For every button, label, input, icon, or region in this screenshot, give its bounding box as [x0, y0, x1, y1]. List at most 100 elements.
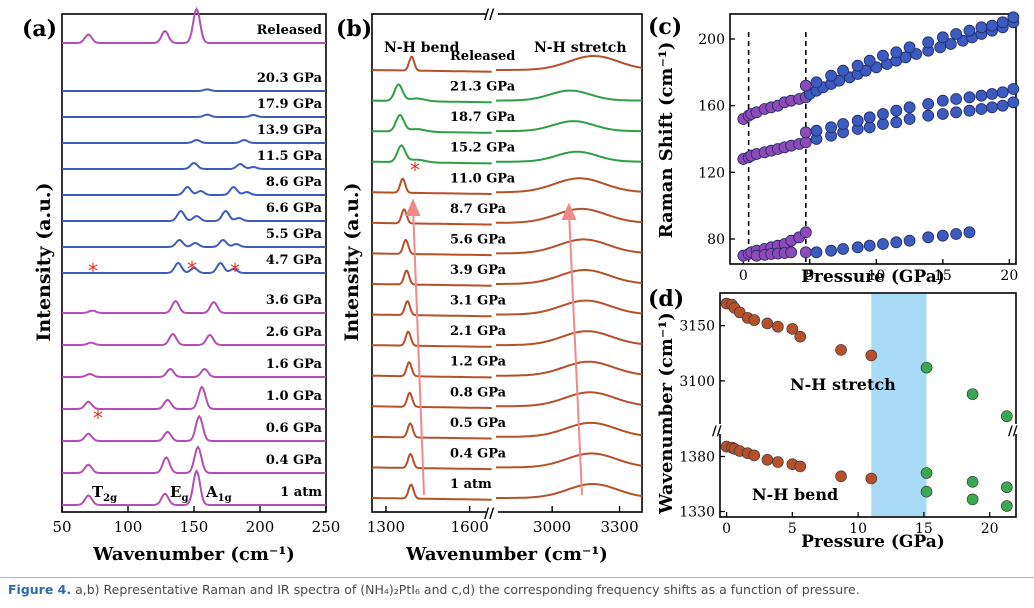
data-point — [825, 69, 837, 82]
data-point — [851, 59, 864, 72]
data-point — [1007, 96, 1020, 109]
spectrum-label: 8.7 GPa — [450, 202, 507, 217]
asterisk-marker: * — [88, 259, 98, 283]
data-point — [975, 89, 988, 102]
data-point — [966, 475, 979, 488]
panel-d-ylabel: Wavenumber (cm⁻¹) — [656, 312, 677, 515]
spectrum-label: 2.6 GPa — [266, 325, 323, 340]
panel-a-xlabel: Wavenumber (cm⁻¹) — [92, 544, 295, 565]
axis-break-icon: // — [712, 424, 722, 439]
data-point — [903, 41, 916, 54]
bend-spectrum — [372, 452, 492, 471]
data-point — [863, 121, 876, 134]
x-tick-label: 5 — [788, 521, 797, 537]
x-tick-label: 5 — [805, 268, 814, 284]
data-point — [863, 239, 876, 252]
spectrum-line — [62, 261, 326, 274]
panel-c-letter: (c) — [648, 14, 682, 40]
axis-break-icon: // — [484, 7, 495, 23]
data-point — [786, 323, 799, 335]
stretch-spectrum — [496, 89, 643, 102]
bend-spectrum — [372, 238, 492, 257]
data-point — [920, 485, 933, 498]
data-point — [920, 467, 933, 479]
data-point — [890, 236, 903, 249]
data-point — [837, 118, 849, 130]
data-point — [863, 111, 876, 124]
stretch-spectrum — [495, 299, 643, 316]
data-point — [920, 361, 933, 374]
bend-spectrum — [371, 330, 492, 348]
data-point — [851, 114, 864, 127]
x-tick-label: 200 — [246, 518, 275, 536]
x-tick-label: 15 — [934, 268, 952, 284]
data-point — [966, 493, 979, 506]
data-point — [944, 38, 957, 50]
data-point — [890, 116, 903, 129]
shift-arrows — [405, 198, 583, 496]
data-point — [799, 246, 812, 259]
data-point — [996, 16, 1009, 29]
axis-break-icon: // — [484, 506, 495, 522]
bend-spectrum — [371, 113, 492, 134]
panel-d: (d) Wavenumber (cm⁻¹) Pressure (GPa) 0 5 1… — [648, 286, 1022, 552]
bend-spectrum — [372, 361, 492, 379]
data-point — [837, 64, 849, 77]
bend-spectrum — [372, 144, 492, 165]
data-point — [1000, 410, 1013, 423]
t2g-sub: 2g — [103, 493, 117, 504]
x-tick-label: 3300 — [600, 518, 638, 536]
data-point — [748, 449, 761, 462]
data-point — [986, 19, 998, 32]
spectrum-line — [62, 238, 326, 248]
bend-spectrum — [372, 391, 492, 409]
data-point — [799, 126, 812, 139]
data-point — [966, 388, 979, 400]
asterisk-marker: * — [410, 158, 420, 182]
bend-spectrum — [372, 83, 492, 104]
data-point — [986, 88, 998, 100]
bend-spectrum — [372, 300, 492, 318]
axis-break-icon: // — [1008, 424, 1018, 439]
x-tick-label: 10 — [849, 521, 867, 537]
y-tick-label: 3150 — [679, 319, 715, 335]
x-tick-label: 0 — [739, 268, 748, 284]
x-tick-label: 250 — [312, 518, 341, 536]
panel-d-frame — [719, 292, 1017, 518]
panel-b-letter: (b) — [336, 16, 372, 42]
spectrum-line — [62, 113, 326, 118]
spectrum-line — [62, 385, 326, 410]
spectrum-label: 0.4 GPa — [450, 446, 507, 461]
spectrum-label: 0.5 GPa — [450, 416, 507, 431]
bend-spectrum — [372, 483, 492, 501]
data-point — [772, 456, 784, 468]
stretch-spectrum — [496, 330, 643, 347]
spectrum-line — [62, 445, 326, 474]
data-point — [936, 94, 949, 107]
data-point — [975, 103, 988, 115]
y-tick-label: 120 — [698, 165, 725, 181]
asterisk-marker: * — [93, 406, 103, 430]
spectrum-label: 3.9 GPa — [450, 263, 507, 278]
spectrum-line — [62, 299, 326, 314]
data-point — [835, 344, 847, 356]
x-tick-label: 100 — [114, 518, 143, 536]
spectrum-label: 11.5 GPa — [257, 149, 323, 164]
x-tick-label: 1600 — [451, 518, 489, 536]
data-point — [922, 231, 935, 244]
data-point — [890, 104, 903, 117]
data-point — [835, 470, 847, 483]
bend-arrow-head — [405, 198, 421, 216]
panel-c-xlabel: Pressure (GPa) — [801, 267, 945, 287]
panel-b-frame — [371, 13, 643, 513]
spectrum-label: 11.0 GPa — [450, 171, 516, 186]
panel-b: (b) Intensity (a.u.) Wavenumber (cm⁻¹) N… — [336, 7, 643, 565]
data-point — [890, 46, 903, 59]
bend-spectrum — [372, 55, 492, 73]
data-point — [794, 460, 807, 473]
panel-c-ylabel: Raman Shift (cm⁻¹) — [656, 42, 677, 239]
nh-bend-title: N-H bend — [384, 40, 460, 56]
data-point — [825, 244, 837, 257]
panel-d-letter: (d) — [648, 286, 684, 312]
